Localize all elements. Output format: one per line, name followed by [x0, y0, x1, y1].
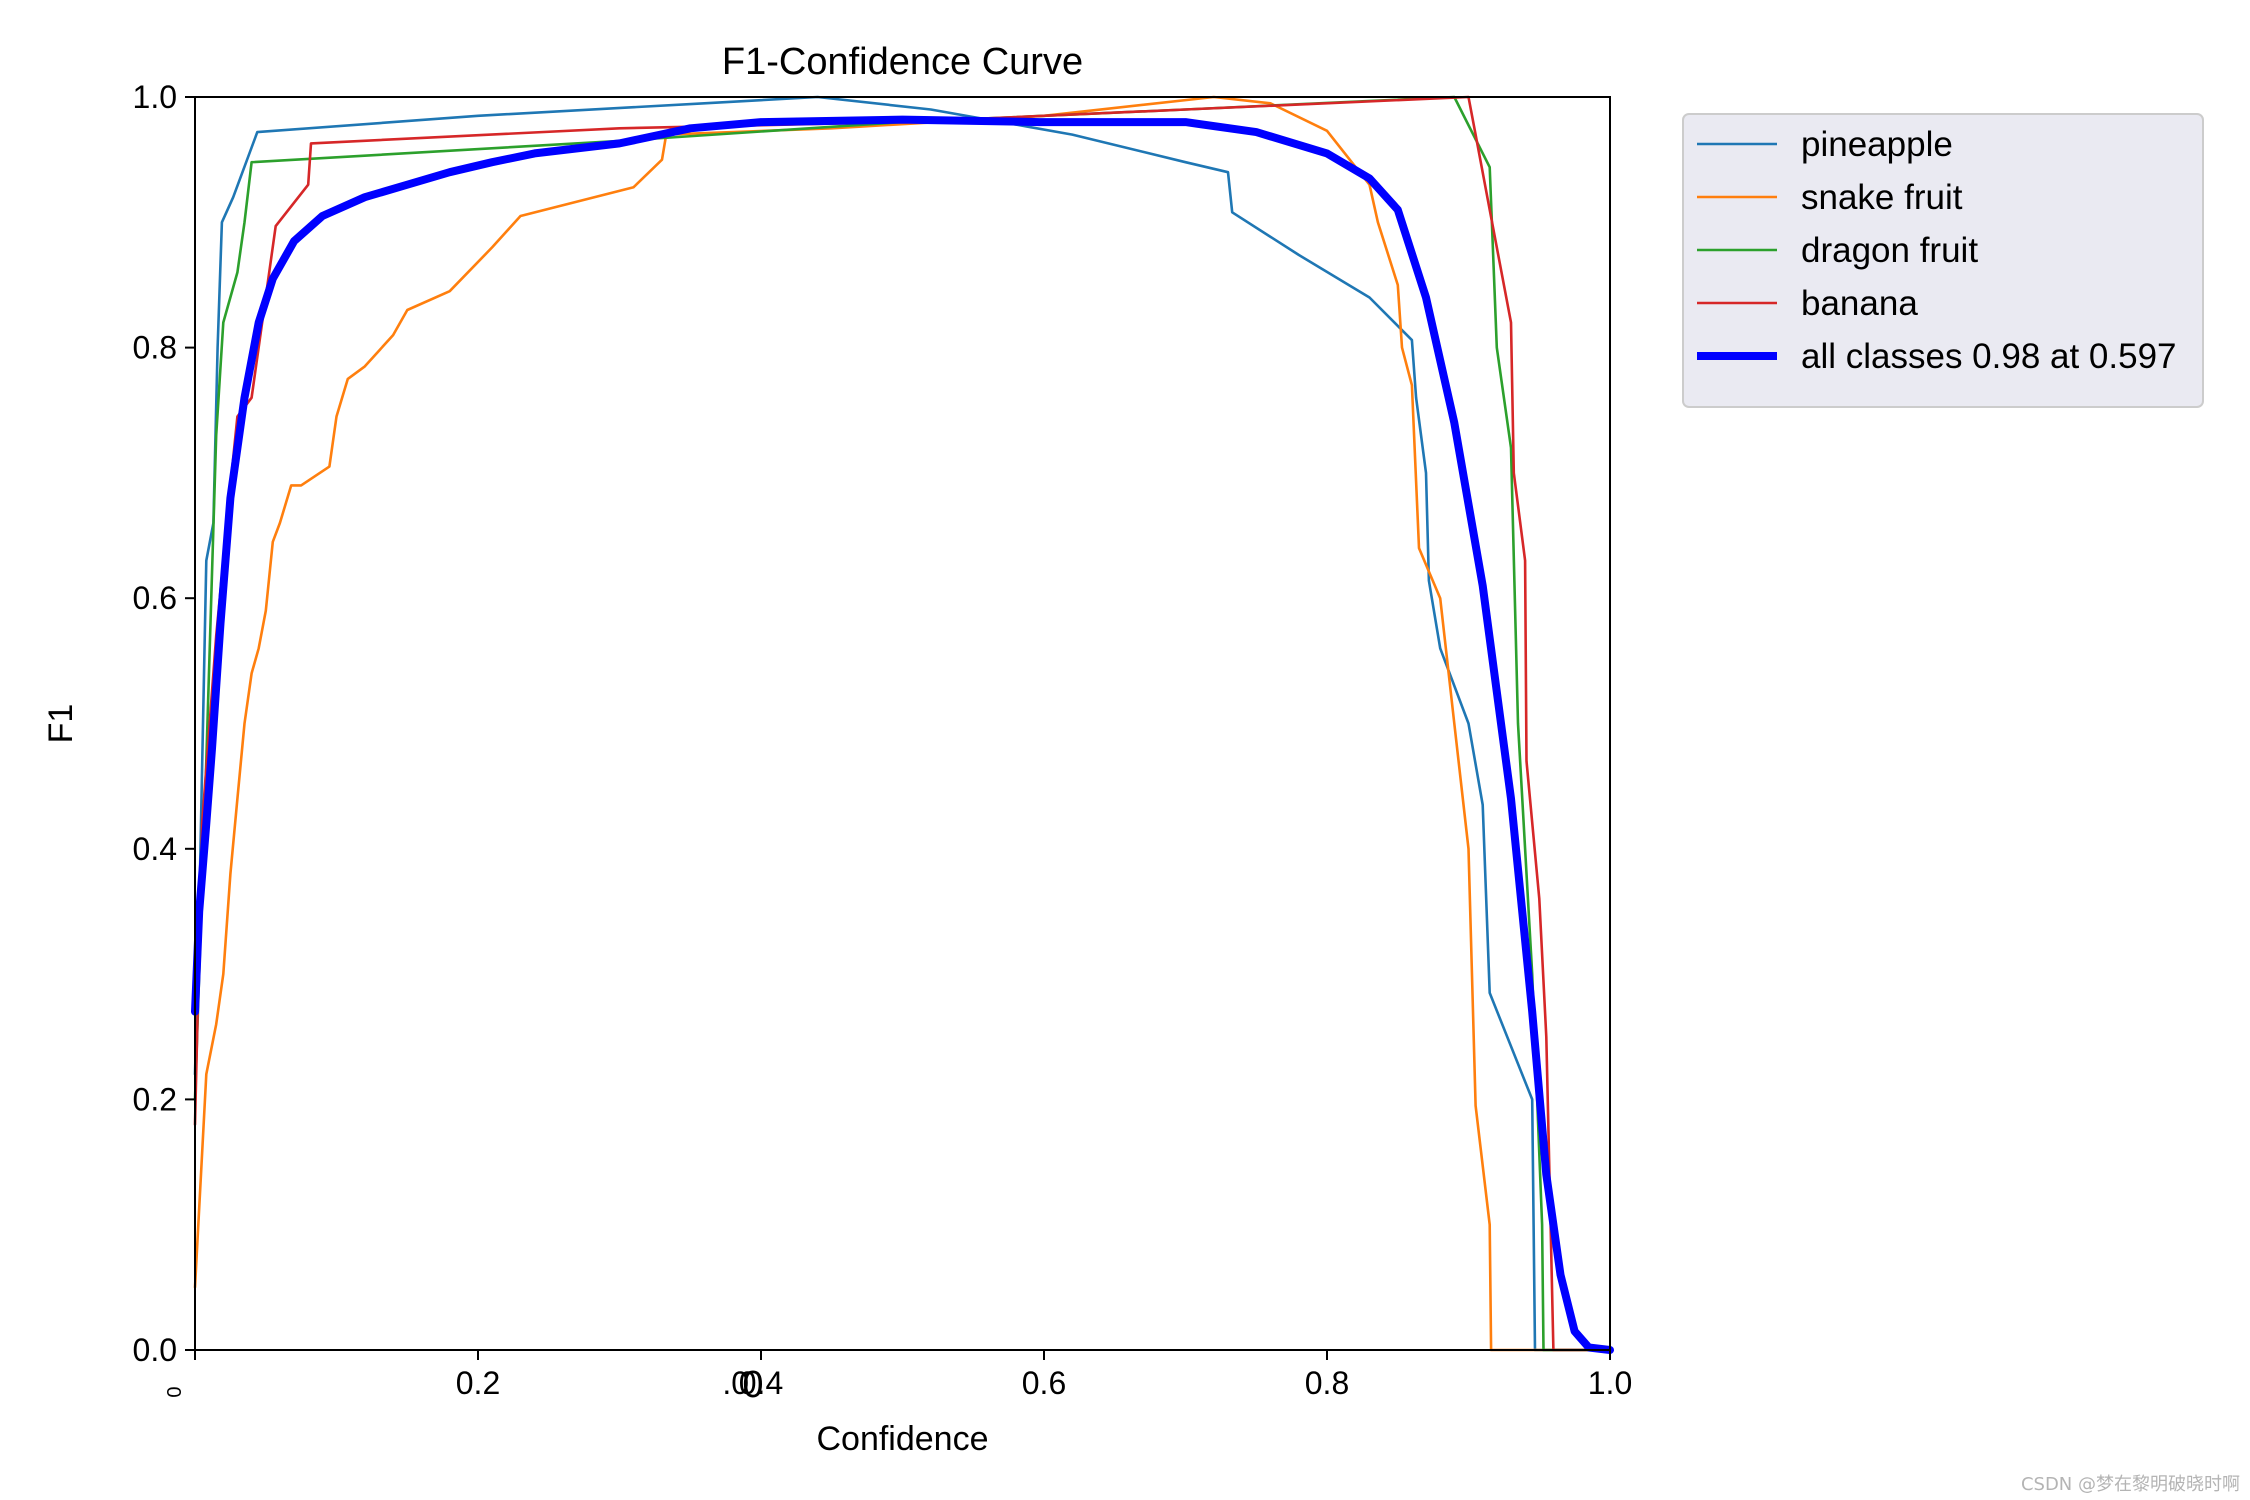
x-tick-label: 0.4 — [739, 1365, 783, 1401]
plot-lines — [191, 95, 1614, 1354]
x-axis-title: Confidence — [816, 1420, 988, 1458]
x-tick-label: 1.0 — [1588, 1365, 1632, 1401]
legend-label: all classes 0.98 at 0.597 — [1801, 337, 2177, 376]
legend-label: pineapple — [1801, 125, 1953, 164]
x-tick-label: 0.6 — [1022, 1365, 1066, 1401]
x-tick-label-overlap: 0 — [742, 1364, 763, 1406]
chart-title: F1-Confidence Curve — [722, 41, 1083, 83]
plot-frame — [194, 96, 1611, 1351]
y-tick-label: 1.0 — [133, 79, 177, 115]
watermark-text: CSDN @梦在黎明破晓时啊 — [2021, 1474, 2240, 1495]
legend-box — [1682, 113, 2204, 408]
y-axis-title: F1 — [42, 704, 80, 744]
x-tick-label: 0 — [164, 1386, 186, 1397]
series-line-4 — [191, 115, 1614, 1354]
legend-label: banana — [1801, 284, 1918, 323]
y-tick-label: 0.6 — [133, 580, 177, 616]
x-tick-label-overlap: .0 — [722, 1365, 749, 1401]
x-tick-label: 0.2 — [456, 1365, 500, 1401]
y-axis-ticks: 0.0 0.2 0.4 0.6 0.8 1.0 — [133, 79, 195, 1368]
legend: pineapple snake fruit dragon fruit banana al… — [1682, 113, 2204, 408]
series-line-1 — [193, 95, 1612, 1352]
y-tick-label: 0.8 — [133, 330, 177, 366]
legend-label: dragon fruit — [1801, 231, 1978, 270]
y-tick-label: 0.2 — [133, 1081, 177, 1117]
series-line-0 — [193, 95, 1612, 1352]
legend-label: snake fruit — [1801, 178, 1963, 217]
x-tick-label: 0.8 — [1305, 1365, 1349, 1401]
x-axis-ticks: 0 0.2 0.4 0.6 0.8 1.00.0 — [164, 1350, 1632, 1406]
y-tick-label: 0.0 — [133, 1332, 177, 1368]
y-tick-label: 0.4 — [133, 831, 177, 867]
